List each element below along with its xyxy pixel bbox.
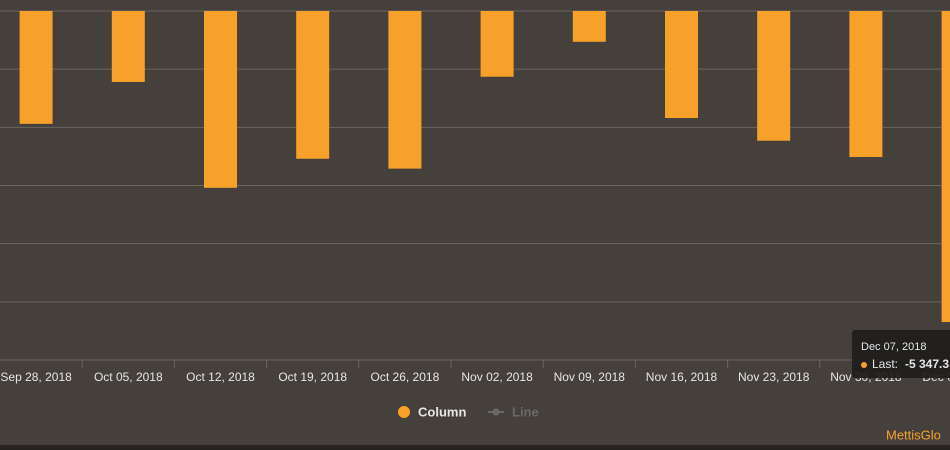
bar <box>19 11 53 124</box>
bar <box>296 11 330 159</box>
x-tick-label: Nov 09, 2018 <box>554 370 626 384</box>
bar <box>111 11 145 82</box>
legend-marker <box>492 408 500 416</box>
tooltip-value: -5 347.3 <box>905 357 949 371</box>
x-tick-label: Nov 02, 2018 <box>461 370 533 384</box>
bar <box>941 11 950 323</box>
bar <box>572 11 606 42</box>
x-tick-label: Oct 26, 2018 <box>371 370 440 384</box>
tooltip: Dec 07, 2018 Last: -5 347.3 <box>852 330 950 378</box>
legend-label: Column <box>418 404 466 419</box>
legend-label: Line <box>512 404 539 419</box>
bar <box>757 11 791 141</box>
tooltip-title: Dec 07, 2018 <box>861 341 926 353</box>
credits: MettisGlo <box>886 427 941 442</box>
bottom-strip <box>0 445 950 450</box>
x-tick-label: Nov 16, 2018 <box>646 370 718 384</box>
x-tick-label: Oct 12, 2018 <box>186 370 255 384</box>
tooltip-box <box>852 330 950 378</box>
x-tick-label: Oct 05, 2018 <box>94 370 163 384</box>
bar <box>480 11 514 77</box>
legend: Column Line <box>398 404 539 419</box>
bar <box>204 11 237 188</box>
bar <box>849 11 883 157</box>
x-tick-label: Oct 19, 2018 <box>278 370 347 384</box>
bar <box>388 11 422 169</box>
x-tick-label: Nov 23, 2018 <box>738 370 810 384</box>
tooltip-marker <box>861 362 867 368</box>
plot-area: Sep 28, 2018 Oct 05, 2018 Oct 12, 2018 Oct … <box>0 10 950 384</box>
tooltip-series: Last: <box>872 357 898 371</box>
x-tick-label: Sep 28, 2018 <box>0 370 72 384</box>
bar <box>665 11 698 119</box>
legend-marker <box>398 406 410 418</box>
